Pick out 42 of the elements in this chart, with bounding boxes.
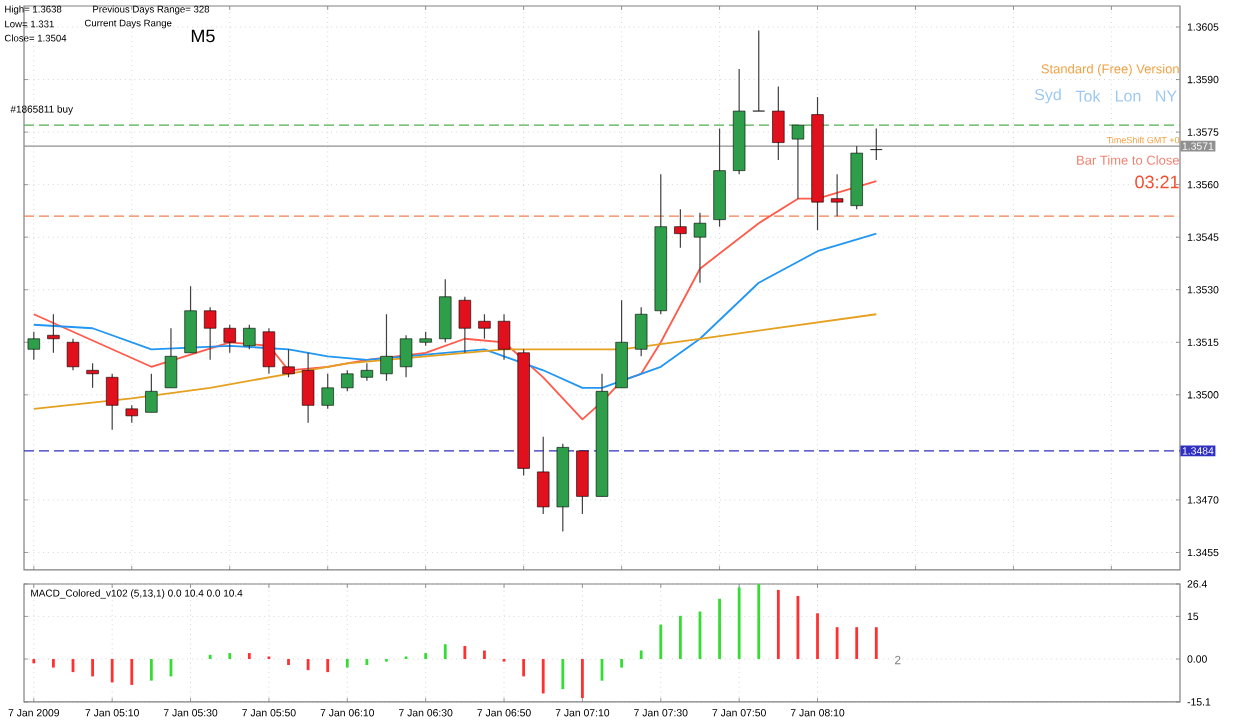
line-series <box>32 180 878 421</box>
candlestick <box>752 29 765 112</box>
annotation: Lon <box>1115 90 1141 102</box>
candlestick <box>791 124 805 200</box>
candlestick <box>262 327 276 375</box>
candlestick <box>106 373 119 431</box>
candlestick <box>184 285 197 354</box>
candlestick <box>772 85 785 161</box>
annotation: 03:21 <box>1135 175 1179 189</box>
candlestick <box>341 369 354 392</box>
candlestick <box>615 299 628 389</box>
candlestick <box>203 306 217 361</box>
candlestick <box>399 334 413 378</box>
candlestick <box>870 127 883 161</box>
candlestick <box>576 450 589 515</box>
candlestick <box>243 324 256 350</box>
candlestick <box>164 327 178 389</box>
candlestick <box>86 362 99 389</box>
candlestick <box>282 348 295 378</box>
candlestick <box>674 208 687 249</box>
candlestick <box>635 306 648 357</box>
annotation: Syd <box>1034 88 1061 104</box>
candlestick <box>380 313 393 382</box>
line-series <box>32 313 878 410</box>
candlestick <box>145 373 158 413</box>
candlestick <box>439 278 452 343</box>
annotation: M5 <box>191 29 215 43</box>
candlestick <box>223 324 236 354</box>
candlestick <box>537 436 550 515</box>
candlestick <box>47 313 60 354</box>
candlestick <box>497 313 511 361</box>
annotation: NY <box>1156 90 1177 102</box>
candlestick <box>458 296 472 354</box>
candlestick <box>66 338 80 371</box>
candlestick <box>830 173 844 217</box>
candlestick <box>321 373 334 410</box>
candlestick <box>693 212 707 284</box>
candlestick <box>360 362 374 382</box>
annotation: Tok <box>1075 90 1101 102</box>
candlestick <box>301 352 315 424</box>
candlestick <box>478 313 491 340</box>
line-series <box>32 232 878 389</box>
